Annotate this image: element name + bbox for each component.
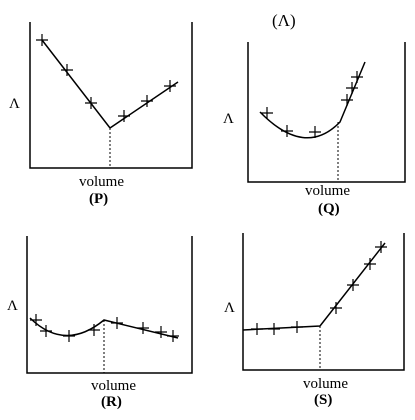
panel-r-caption: (R) xyxy=(101,394,122,410)
panel-p-caption: (P) xyxy=(89,191,109,207)
data-point xyxy=(167,330,179,342)
panel-p-axes xyxy=(29,22,193,169)
data-point xyxy=(111,317,123,329)
panel-s-curve xyxy=(242,242,386,331)
data-point xyxy=(118,110,130,122)
data-point xyxy=(341,94,353,106)
data-point xyxy=(261,107,273,119)
panel-r-curve xyxy=(29,317,179,339)
panel-r-data-points xyxy=(30,314,179,342)
panel-q-axes xyxy=(247,42,406,183)
data-point xyxy=(141,95,153,107)
panel-s-plot xyxy=(242,233,405,371)
data-point xyxy=(251,323,263,335)
data-point xyxy=(61,64,73,76)
panel-p-data-points xyxy=(36,34,176,122)
data-point xyxy=(281,125,293,137)
data-point xyxy=(291,321,303,333)
data-point xyxy=(375,241,387,253)
data-point xyxy=(36,34,48,46)
panel-r-y-label: Λ xyxy=(7,298,18,314)
data-point xyxy=(40,325,52,337)
panel-s-y-label: Λ xyxy=(224,300,235,316)
data-point xyxy=(364,258,376,270)
panel-q-caption: (Q) xyxy=(318,201,340,217)
data-point xyxy=(88,324,100,336)
panel-q-curve xyxy=(259,61,366,139)
panel-p-plot xyxy=(29,22,193,169)
data-point xyxy=(63,330,75,342)
data-point xyxy=(155,326,167,338)
data-point xyxy=(330,302,342,314)
panel-q-x-label: volume xyxy=(305,183,350,199)
panel-p-curve xyxy=(41,39,179,130)
data-point xyxy=(85,97,97,109)
panel-s-x-label: volume xyxy=(303,376,348,392)
panel-q-data-points xyxy=(261,71,363,138)
panel-s-caption: (S) xyxy=(314,392,333,408)
data-point xyxy=(164,80,176,92)
panel-r-x-label: volume xyxy=(91,378,136,394)
panel-s-axes xyxy=(242,233,405,371)
data-point xyxy=(309,126,321,138)
panel-p-x-label: volume xyxy=(79,174,124,190)
data-point xyxy=(268,323,280,335)
figure-title: (Λ) xyxy=(272,11,296,30)
panel-q-y-label: Λ xyxy=(223,111,234,127)
data-point xyxy=(30,314,42,326)
data-point xyxy=(347,279,359,291)
panel-q-plot xyxy=(247,42,406,183)
data-point xyxy=(351,71,363,83)
panel-p-y-label: Λ xyxy=(9,96,20,112)
panel-r-plot xyxy=(26,236,193,374)
panel-s-data-points xyxy=(251,241,387,335)
panel-r-axes xyxy=(26,236,193,374)
data-point xyxy=(346,82,358,94)
data-point xyxy=(137,322,149,334)
